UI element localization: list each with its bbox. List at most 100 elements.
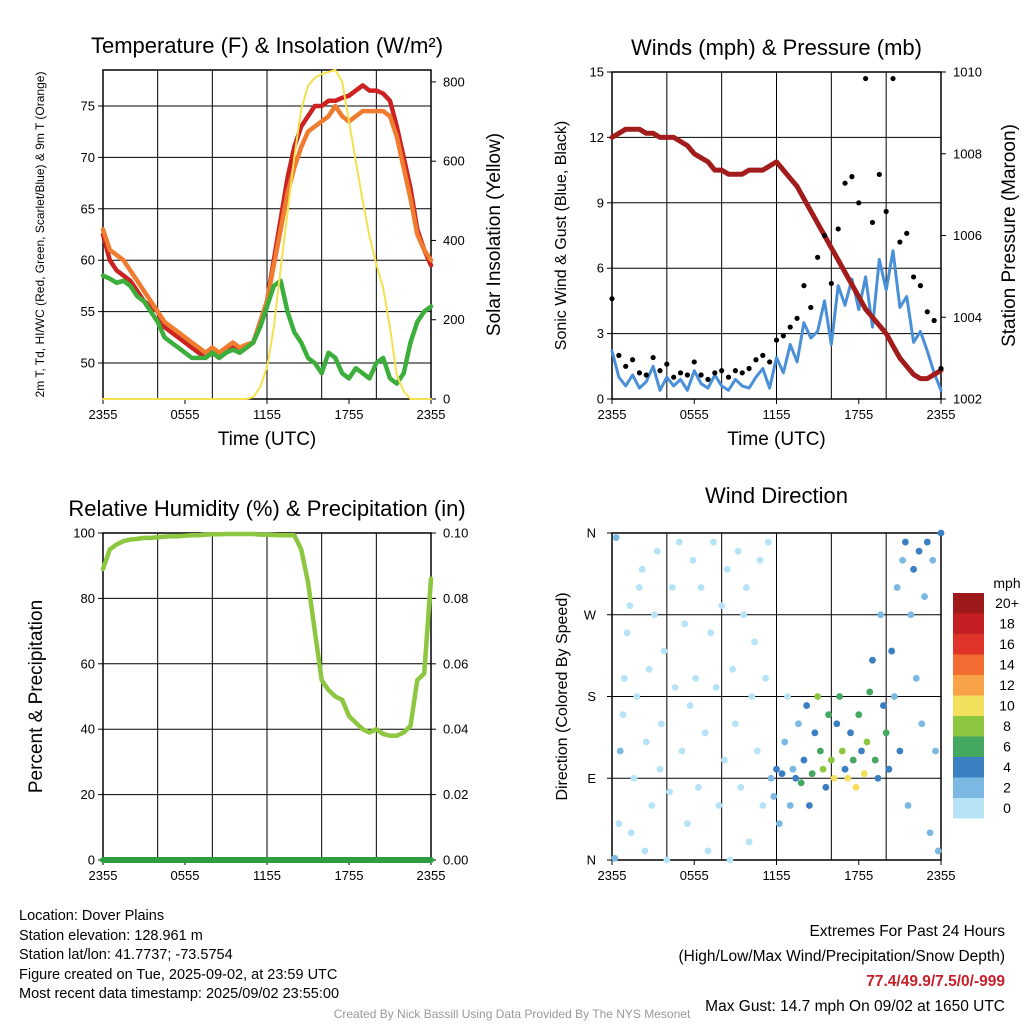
y2-tick-label: 1008	[953, 146, 982, 161]
gust-point	[780, 333, 786, 339]
legend-label: 4	[1003, 759, 1011, 775]
gust-point	[815, 254, 821, 260]
y2-tick-label: 0.08	[443, 591, 468, 606]
y2-tick-label: 200	[443, 312, 465, 327]
y-tick-label: E	[587, 771, 596, 786]
direction-point	[885, 765, 893, 773]
gust-point	[636, 370, 643, 376]
legend-swatch	[953, 777, 984, 798]
direction-point	[651, 611, 658, 619]
x-tick-label: 0555	[680, 407, 709, 422]
y-tick-label: 3	[597, 326, 604, 341]
direction-point	[745, 838, 753, 846]
y-tick-label: N	[587, 526, 596, 541]
gust-point	[821, 232, 828, 239]
direction-point	[858, 747, 865, 755]
x-axis-label: Time (UTC)	[727, 429, 826, 450]
direction-point	[756, 556, 764, 564]
gust-point	[712, 370, 718, 376]
chart-title: Winds (mph) & Pressure (mb)	[631, 35, 922, 60]
x-tick-label: 2355	[89, 407, 118, 422]
direction-point	[797, 779, 805, 787]
legend-label: 20+	[995, 595, 1019, 611]
direction-point	[803, 702, 811, 709]
y2-tick-label: 1010	[953, 65, 982, 80]
gust-point	[657, 368, 663, 374]
gust-point	[650, 354, 656, 361]
gust-point	[849, 174, 855, 180]
winds-pressure-panel: 2355 0555 1155 1755 235503691215100210041006…	[553, 35, 1020, 450]
y2-tick-label: 800	[443, 74, 465, 89]
legend-label: 2	[1003, 780, 1011, 796]
legend-swatch	[953, 736, 984, 757]
direction-point	[937, 529, 945, 537]
direction-point	[844, 774, 852, 782]
direction-point	[877, 611, 885, 619]
gust-point	[931, 317, 937, 324]
gust-point	[664, 361, 670, 367]
direction-point	[718, 602, 726, 610]
direction-point	[871, 756, 879, 764]
y2-tick-label: 400	[443, 233, 465, 248]
y2-tick-label: 0	[443, 392, 450, 407]
direction-point	[869, 656, 876, 664]
direction-point	[934, 847, 942, 855]
gust-point	[719, 368, 725, 374]
x-tick-label: 1155	[763, 868, 791, 883]
x-tick-label: 1155	[253, 407, 281, 422]
direction-point	[827, 756, 835, 764]
gust-point	[725, 374, 732, 380]
direction-point	[645, 665, 653, 673]
direction-point	[830, 774, 838, 782]
direction-point	[926, 829, 934, 837]
y-axis-label: Direction (Colored By Speed)	[554, 592, 571, 800]
2m-td-line	[100, 273, 434, 386]
direction-point	[636, 584, 643, 591]
direction-point	[833, 720, 841, 728]
x-tick-label: 0555	[171, 868, 200, 883]
direction-point	[657, 720, 665, 728]
y-tick-label: 0	[597, 392, 604, 407]
direction-point	[912, 674, 920, 682]
direction-point	[849, 756, 857, 764]
direction-point	[806, 802, 813, 809]
gust-point	[787, 324, 793, 330]
direction-point	[808, 770, 816, 778]
direction-point	[764, 538, 772, 546]
legend-label: 10	[999, 698, 1015, 714]
x-tick-label: 0555	[171, 407, 200, 422]
gust-point	[876, 171, 882, 178]
direction-point	[620, 674, 628, 682]
recent-timestamp: Most recent data timestamp: 2025/09/02 2…	[19, 986, 340, 1002]
direction-point	[627, 829, 635, 837]
direction-point	[721, 756, 728, 764]
direction-point	[778, 770, 786, 778]
chart-title: Relative Humidity (%) & Precipitation (i…	[68, 496, 465, 521]
direction-point	[701, 729, 709, 737]
y2-tick-label: 0.04	[443, 722, 468, 737]
gust-point	[863, 75, 869, 82]
y2-tick-label: 0.10	[443, 526, 468, 541]
direction-point	[860, 770, 868, 778]
direction-point	[874, 774, 882, 782]
gust-point	[883, 208, 889, 215]
direction-point	[923, 538, 931, 546]
y-tick-label: 15	[590, 65, 604, 80]
y-tick-label: 70	[81, 150, 95, 165]
direction-point	[929, 556, 937, 564]
direction-point	[901, 538, 909, 546]
y-tick-label: 80	[81, 591, 95, 606]
y-axis-label: 2m T, Td, HI/WC (Red, Green, Scarlet/Blu…	[33, 72, 47, 398]
x-tick-label: 2355	[927, 407, 956, 422]
x-tick-label: 1755	[844, 407, 873, 422]
direction-point	[795, 720, 802, 728]
direction-point	[888, 647, 896, 655]
max-gust: Max Gust: 14.7 mph On 09/02 at 1650 UTC	[705, 998, 1005, 1015]
direction-point	[681, 620, 689, 628]
direction-point	[611, 854, 619, 862]
direction-point	[767, 774, 775, 782]
direction-point	[753, 747, 761, 755]
direction-point	[770, 793, 778, 800]
direction-point	[616, 747, 624, 755]
gust-point	[684, 372, 690, 378]
